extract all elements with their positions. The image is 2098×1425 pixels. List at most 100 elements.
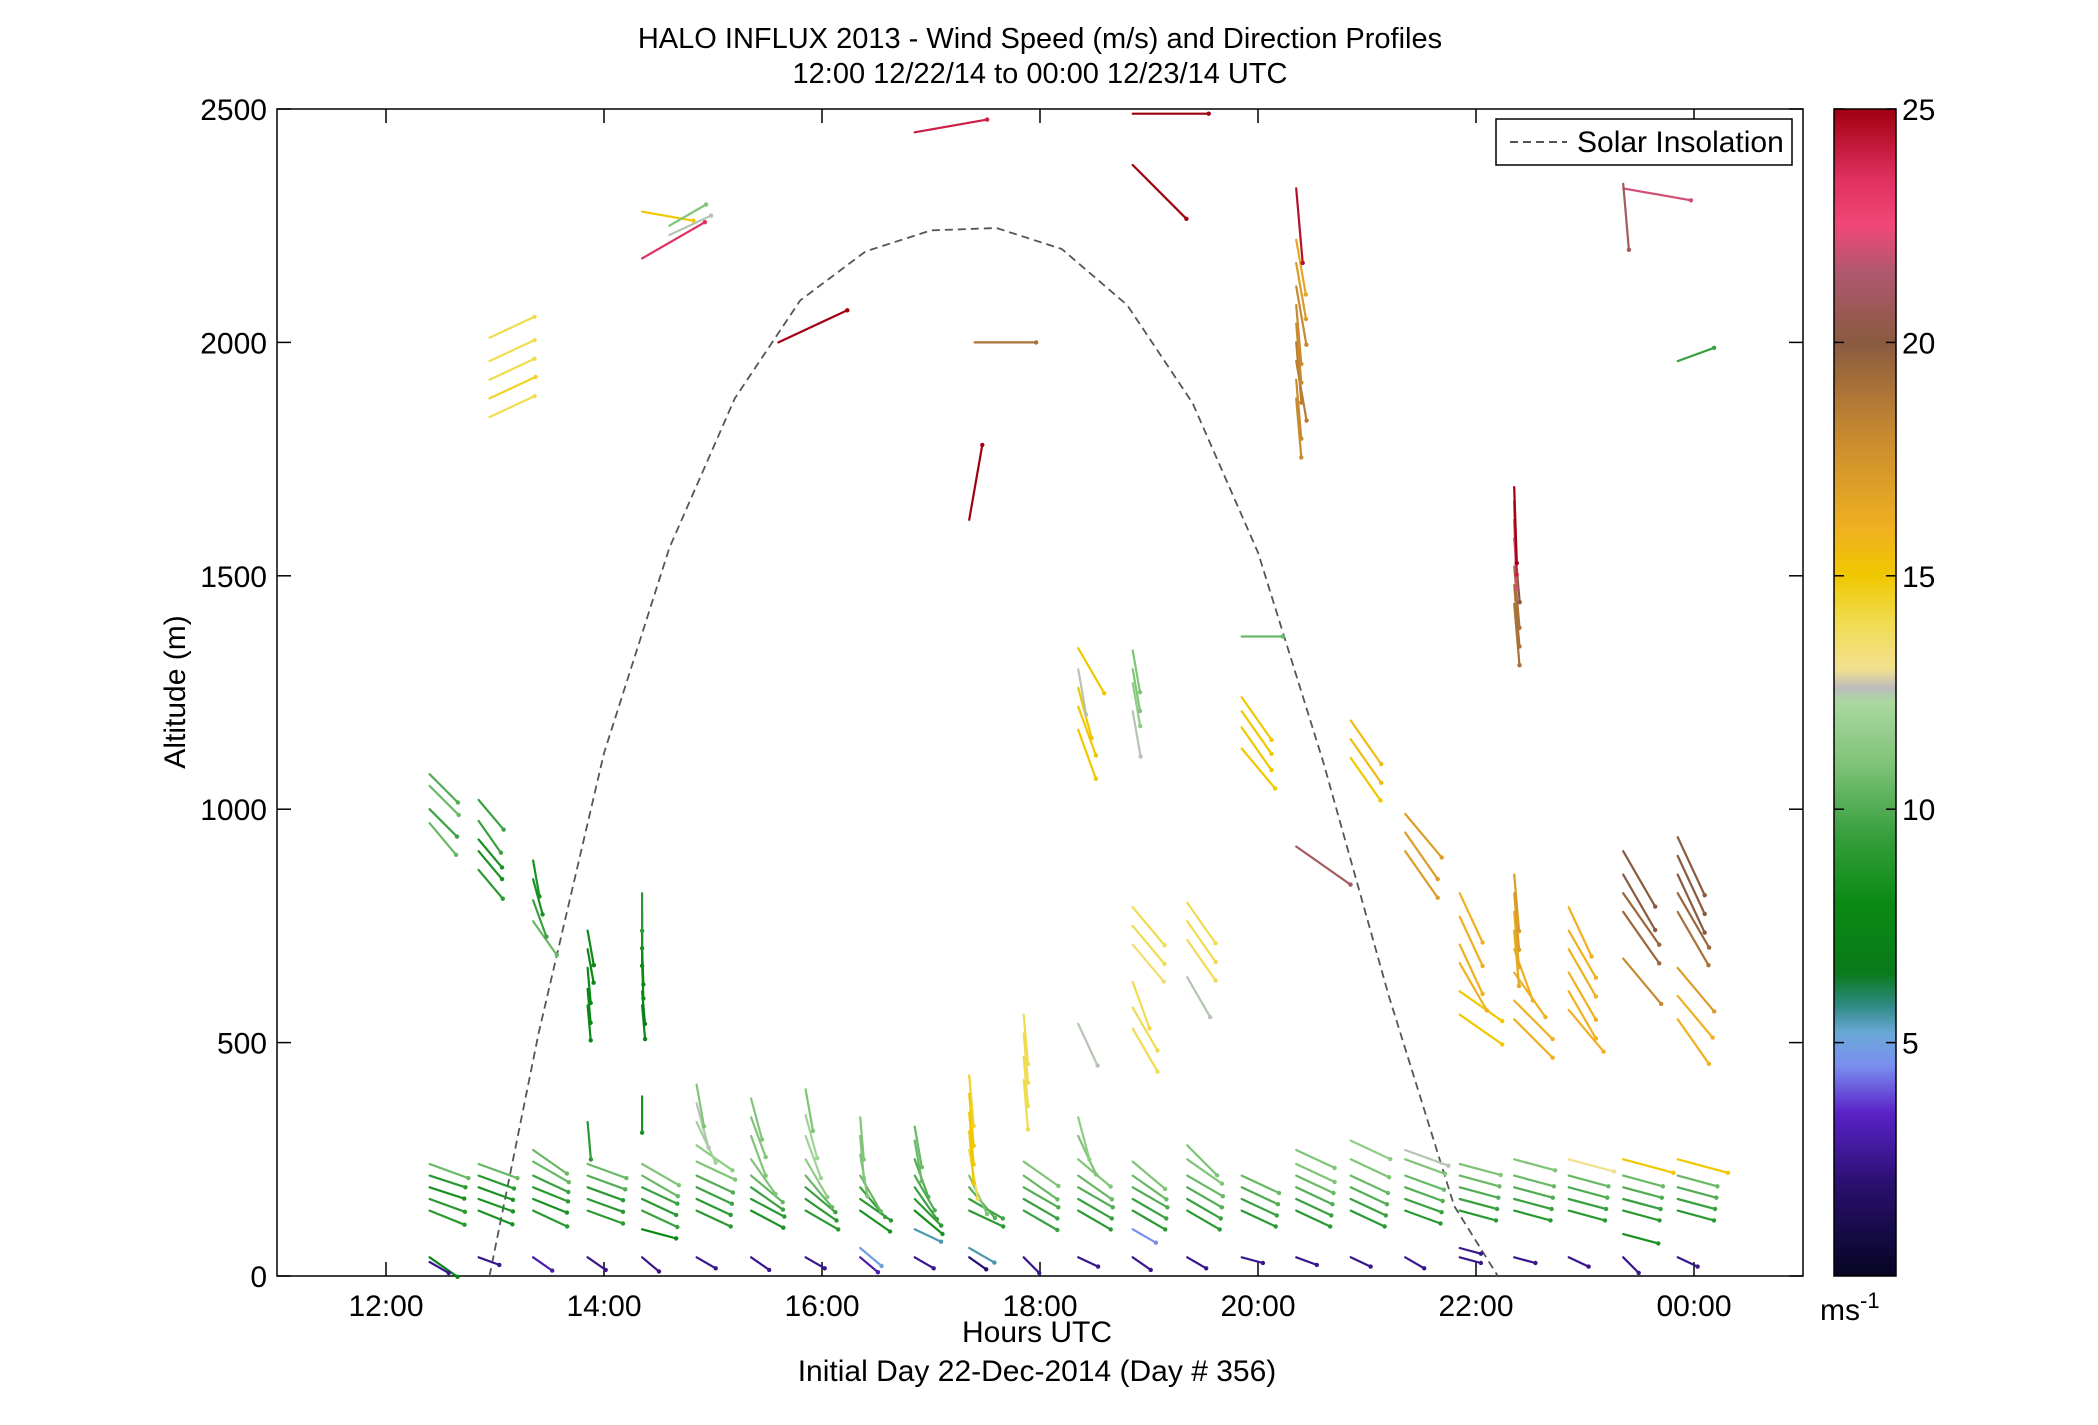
wind-barb-tip [1385,1190,1391,1196]
wind-barb-tip [878,1209,883,1214]
wind-barb-tip [1442,1171,1448,1177]
wind-barb-tip [1388,1156,1393,1162]
wind-barb-tip [1550,1195,1556,1200]
wind-barb-tip [501,827,506,832]
wind-barb [1458,1013,1504,1046]
wind-barb-tip [1055,1227,1060,1233]
wind-barb-tip [453,852,459,857]
wind-barb-tip [1671,1170,1676,1176]
x-tick-label: 14:00 [566,1290,641,1323]
wind-barb-tip [1204,1266,1209,1271]
wind-barb-tip [1165,1205,1170,1210]
wind-barb-tip [1498,1172,1503,1178]
wind-barb [804,1158,829,1199]
wind-barb-tip [1217,1227,1222,1232]
wind-barb [1458,962,1489,1012]
wind-barb [1567,1008,1605,1053]
wind-barb-tip [732,1177,738,1182]
wind-barb [749,1097,764,1141]
wind-barb [531,1160,570,1184]
wind-barb-tip [1269,737,1274,742]
wind-barb [1349,1139,1392,1161]
wind-barb [968,1246,996,1264]
wind-barb-tip [818,1175,824,1181]
wind-barb-tip [1710,1035,1715,1040]
wind-barb [1186,1197,1222,1220]
wind-barb [913,1186,939,1221]
wind-barb [1240,1197,1278,1217]
wind-barb-tip [861,1157,866,1162]
wind-barb-tip [1269,751,1274,756]
wind-barb-tip [1440,1198,1445,1204]
wind-barb-tip [879,1263,884,1269]
y-tick-label: 2500 [200,94,267,127]
wind-barb [1513,1158,1557,1172]
wind-barb-tip [971,1123,976,1129]
wind-barb-tip [1494,1206,1500,1212]
wind-barb-tip [759,1137,765,1142]
wind-barb [586,929,595,967]
wind-barb-tip [1280,634,1286,639]
wind-barb-tip [1303,292,1309,297]
wind-barb-tip [984,1267,989,1272]
wind-barb-tip [462,1196,467,1201]
wind-barb [1240,696,1273,741]
wind-barb-tip [565,1199,571,1204]
wind-barb-tip [639,928,645,933]
wind-barb-tip [1612,1169,1617,1174]
wind-barb-tip [566,1180,571,1185]
legend: Solar Insolation [1495,118,1793,166]
wind-barb [749,1158,777,1196]
wind-barb [531,899,548,938]
wind-barb [1186,1174,1224,1198]
wind-barb [1622,187,1693,202]
wind-barb [531,859,541,898]
wind-barb-tip [887,1229,893,1234]
wind-barb-tip [1056,1205,1061,1210]
wind-barb [1404,831,1439,881]
wind-barb [1022,1209,1059,1232]
wind-barb-tip [532,337,537,343]
wind-barb-tip [462,1209,468,1215]
wind-barb [1295,1162,1336,1184]
wind-barbs-series [428,111,1731,1280]
wind-barb-tip [1164,1216,1169,1221]
wind-barb [640,1004,647,1041]
wind-barb-tip [1109,1197,1115,1202]
wind-barb [1513,1174,1556,1188]
wind-barb-tip [730,1168,735,1173]
wind-barb [1295,1148,1336,1170]
wind-barb-tip [708,213,714,218]
wind-barb [1186,976,1212,1019]
wind-barb [586,1256,607,1272]
wind-barb-tip [1695,1264,1700,1269]
wind-barb [640,1228,678,1240]
wind-barb-tip [1331,1190,1336,1196]
wind-barb [1404,1256,1426,1270]
wind-barb [1186,901,1217,945]
wind-barb [1567,929,1598,979]
colorbar [1833,108,1897,1277]
wind-barb [749,1256,771,1272]
y-tick-label: 1000 [200,794,267,827]
x-axis-label: Hours UTC [962,1316,1112,1349]
wind-barb [477,1197,515,1213]
wind-barb-tip [1657,942,1662,947]
wind-barb [1404,850,1439,899]
wind-barb [749,1134,767,1177]
wind-barb-tip [1269,767,1274,773]
wind-barb-tip [1153,1240,1159,1245]
wind-barb [1131,1228,1158,1244]
wind-barb [1458,1197,1499,1211]
wind-barb [1131,980,1151,1030]
wind-barb-tip [1314,1262,1320,1268]
wind-barb [859,1116,865,1161]
wind-barb-tip [888,1218,894,1223]
plot-area [276,108,1804,1277]
wind-barb-tip [1605,1195,1610,1200]
wind-barb [1513,565,1521,629]
wind-barb [1676,892,1711,949]
wind-barb [1131,1006,1159,1052]
x-tick-label: 00:00 [1656,1290,1731,1323]
x-tick-label: 18:00 [1002,1290,1077,1323]
